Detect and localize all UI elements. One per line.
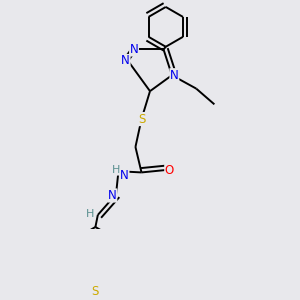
Text: N: N — [108, 189, 117, 202]
Text: H: H — [86, 209, 94, 219]
Text: S: S — [138, 112, 145, 126]
Text: N: N — [120, 169, 129, 182]
Text: N: N — [121, 55, 130, 68]
Text: H: H — [112, 165, 120, 175]
Text: O: O — [165, 164, 174, 176]
Text: S: S — [92, 285, 99, 298]
Text: N: N — [170, 69, 179, 82]
Text: N: N — [130, 43, 138, 56]
